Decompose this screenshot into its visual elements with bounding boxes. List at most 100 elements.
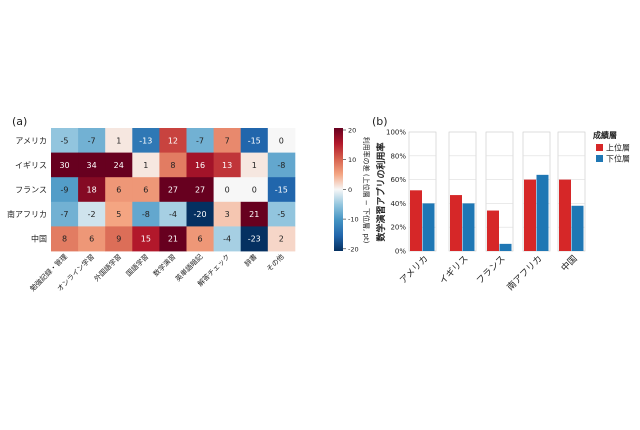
heatmap-cell: [267, 177, 296, 203]
heatmap-column-label: 外国語学習: [92, 252, 123, 283]
heatmap-cell-label: -8: [142, 210, 150, 219]
heatmap-cell-label: -5: [61, 136, 69, 145]
heatmap-cell: [78, 201, 106, 227]
heatmap-cell: [105, 152, 133, 178]
heatmap-cell-label: 13: [222, 161, 232, 170]
heatmap-cell: [213, 201, 242, 227]
heatmap-cell-label: 7: [225, 136, 230, 145]
heatmap-cell-label: 3: [225, 210, 230, 219]
heatmap-cell: [78, 177, 106, 203]
panel-a-label: (a): [12, 115, 27, 128]
bar: [450, 195, 462, 251]
bar-category-label: フランス: [475, 253, 508, 286]
legend-label: 上位層: [606, 143, 630, 153]
heatmap-cell: [186, 128, 214, 153]
heatmap-cell-label: -23: [248, 235, 261, 244]
heatmap-cell-label: 9: [116, 235, 121, 244]
heatmap-cell: [105, 201, 133, 227]
heatmap-cell: [213, 128, 242, 153]
heatmap-cell-label: 30: [59, 161, 69, 170]
heatmap-column-label: 国語学習: [124, 252, 150, 278]
heatmap-cell-label: -15: [248, 136, 261, 145]
heatmap-cell: [213, 226, 242, 252]
heatmap-cell-label: 6: [198, 235, 203, 244]
heatmap-cell-label: 6: [116, 186, 121, 195]
heatmap-cell: [132, 201, 160, 227]
heatmap-cell-label: -4: [169, 210, 177, 219]
legend-title: 成績層: [593, 130, 617, 140]
heatmap-cell-label: 34: [87, 161, 97, 170]
colorbar: 20 10 0 -10 -20: [334, 127, 359, 253]
heatmap-cell-label: 12: [168, 136, 178, 145]
bar: [422, 203, 435, 251]
heatmap-cell: [267, 128, 296, 153]
heatmap-cell-label: 6: [89, 235, 94, 244]
heatmap-row-label: フランス: [15, 186, 47, 195]
heatmap-cell-label: 8: [62, 235, 67, 244]
heatmap-cell: [267, 226, 296, 252]
legend-swatch: [596, 144, 603, 151]
heatmap-cell: [159, 152, 187, 178]
heatmap-cell: [132, 128, 160, 153]
heatmap-cell-label: 8: [170, 161, 175, 170]
bar: [571, 205, 584, 251]
heatmap-cell: [132, 226, 160, 252]
heatmap-cell: [51, 152, 79, 178]
heatmap-cell: [105, 128, 133, 153]
bar: [559, 179, 571, 251]
heatmap-cell: [267, 201, 296, 227]
heatmap-cell: [132, 152, 160, 178]
heatmap-cell-label: 24: [114, 161, 124, 170]
heatmap-cell-label: -5: [277, 210, 285, 219]
colorbar-label: 利用率の差 (上位層 − 下位層, pt): [362, 137, 371, 244]
heatmap-cell: [186, 201, 214, 227]
heatmap-cell-label: 0: [279, 136, 284, 145]
bar: [487, 210, 499, 251]
heatmap-cell-label: -9: [61, 186, 69, 195]
heatmap-cell-label: -8: [277, 161, 285, 170]
heatmap-cell: [186, 177, 214, 203]
heatmap-cell-label: 27: [195, 186, 205, 195]
heatmap-cell-label: -2: [88, 210, 96, 219]
bar-y-tick-label: 100%: [386, 129, 406, 137]
heatmap-cell: [240, 177, 269, 203]
heatmap-column-label: その他: [265, 252, 286, 273]
bar-category-label: アメリカ: [398, 253, 431, 286]
heatmap-column-label: 数学演習: [151, 252, 177, 278]
heatmap-cell: [132, 177, 160, 203]
legend-label: 下位層: [606, 154, 630, 164]
heatmap-cell: [159, 177, 187, 203]
heatmap-cell-label: -7: [196, 136, 204, 145]
bar: [499, 243, 512, 251]
bar-category-label: 中国: [558, 253, 579, 274]
heatmap-cell: [51, 177, 79, 203]
bar-category-label: 南アフリカ: [504, 253, 544, 293]
bar: [536, 174, 549, 251]
bar-y-tick-label: 40%: [390, 200, 406, 208]
heatmap-cell: [159, 128, 187, 153]
heatmap-cell: [159, 201, 187, 227]
heatmap-cell: [78, 226, 106, 252]
heatmap-cell: [267, 152, 296, 178]
bar-y-tick-label: 0%: [395, 248, 406, 256]
heatmap-cell: [78, 128, 106, 153]
colorbar-tick-label: 20: [348, 127, 356, 135]
heatmap-cell: [240, 152, 269, 178]
colorbar-tick-label: -10: [348, 216, 359, 224]
heatmap-cell-label: 16: [195, 161, 205, 170]
heatmap: -5 -7 1 -13 12 -7 7 -15 030 34 24 1 8 16 13 1 -8-9 18 6 6 27…: [7, 128, 296, 293]
heatmap-cell-label: 2: [279, 235, 284, 244]
heatmap-cell: [105, 177, 133, 203]
heatmap-cell-label: 6: [143, 186, 148, 195]
bar-y-tick-label: 20%: [390, 224, 406, 232]
heatmap-cell-label: 1: [252, 161, 257, 170]
heatmap-row-label: 中国: [31, 234, 47, 244]
bar: [462, 203, 475, 251]
heatmap-cell-label: -20: [194, 210, 207, 219]
heatmap-cell-label: -15: [275, 186, 288, 195]
heatmap-cell: [240, 128, 269, 153]
